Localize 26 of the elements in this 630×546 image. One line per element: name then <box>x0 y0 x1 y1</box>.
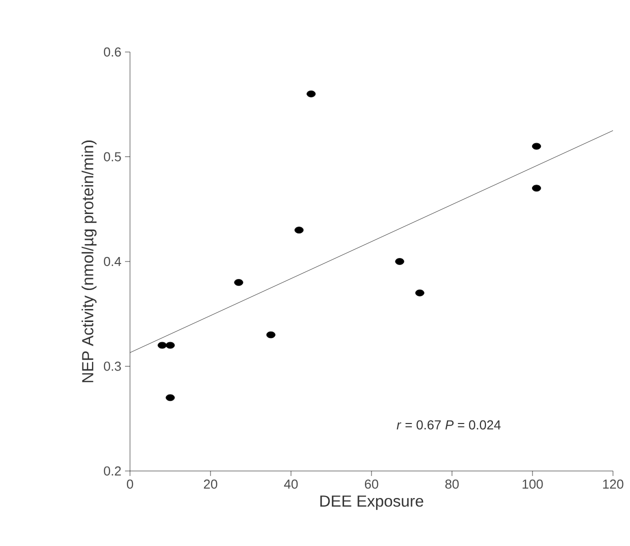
point <box>166 342 175 349</box>
x-tick-label: 40 <box>284 480 298 489</box>
y-tick-label: 0.6 <box>104 47 121 57</box>
x-tick-label: 0 <box>126 480 134 489</box>
point <box>158 342 167 349</box>
point <box>294 226 304 234</box>
annotation: r = 0.67 P = 0.024 <box>396 420 501 430</box>
point <box>166 394 175 402</box>
x-axis-title: DEE Exposure <box>320 496 424 510</box>
x-tick-label: 80 <box>445 480 459 489</box>
x-tick-label: 60 <box>364 480 378 489</box>
x-tick-label: 20 <box>204 480 218 489</box>
y-tick-label: 0.5 <box>104 152 121 162</box>
y-tick-label: 0.3 <box>104 362 121 371</box>
y-tick-label: 0.4 <box>104 256 122 266</box>
point <box>266 331 276 338</box>
point <box>532 184 542 192</box>
point <box>415 290 424 296</box>
point <box>306 90 316 98</box>
x-tick-label: 100 <box>522 480 543 489</box>
y-tick-label: 0.2 <box>104 466 121 476</box>
point <box>532 142 542 150</box>
point <box>234 279 244 286</box>
x-tick-label: 120 <box>603 480 624 489</box>
y-axis-title: NEP Activity (nmol/µg protein/min) <box>82 140 97 382</box>
point <box>395 258 404 265</box>
